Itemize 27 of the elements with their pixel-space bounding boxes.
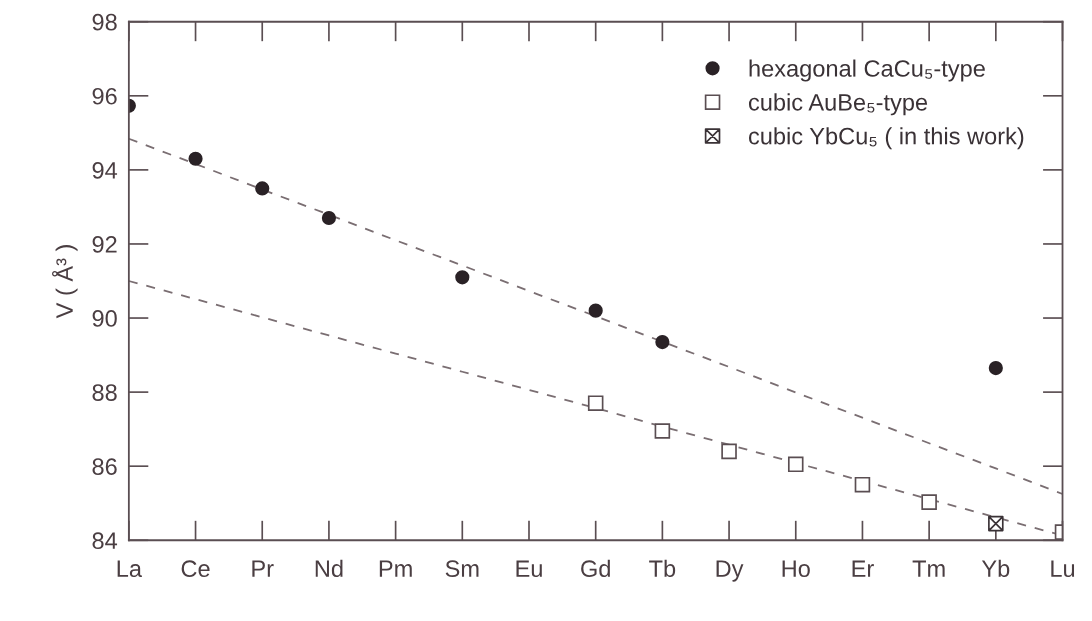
x-tick-label: Pr (252, 560, 274, 577)
x-tick-label: Gd (581, 559, 610, 578)
x-tick-label: Ce (181, 560, 210, 578)
legend-label: hexagonal CaCu₅-type (749, 59, 985, 82)
x-tick-label: Yb (981, 559, 1010, 578)
x-tick-label: Dy (716, 560, 744, 582)
y-tick-label: 88 (92, 384, 117, 401)
y-tick-label: 94 (92, 161, 118, 179)
x-tick-label: Tb (649, 559, 676, 578)
legend-label: cubic AuBe₅-type (748, 93, 928, 116)
x-tick-label: Sm (445, 560, 479, 578)
y-axis-title: V ( Å³ ) (52, 245, 78, 319)
x-tick-label: La (117, 560, 142, 578)
legend-label: cubic YbCu₅ ( in this work) (748, 127, 1024, 150)
y-tick-label: 86 (92, 458, 117, 475)
y-tick-label: 92 (92, 236, 117, 253)
y-tick-label: 84 (92, 532, 118, 550)
y-tick-label: 96 (92, 87, 117, 105)
x-tick-label: Pm (379, 560, 412, 577)
y-tick-label: 90 (92, 310, 117, 327)
x-tick-label: Lu (1051, 560, 1075, 578)
x-tick-label: Er (852, 560, 874, 577)
y-tick-label: 98 (92, 13, 117, 31)
x-tick-label: Eu (516, 560, 542, 578)
x-tick-label: Ho (782, 560, 810, 578)
x-tick-label: Tm (912, 560, 945, 577)
x-tick-label: Nd (315, 559, 343, 578)
